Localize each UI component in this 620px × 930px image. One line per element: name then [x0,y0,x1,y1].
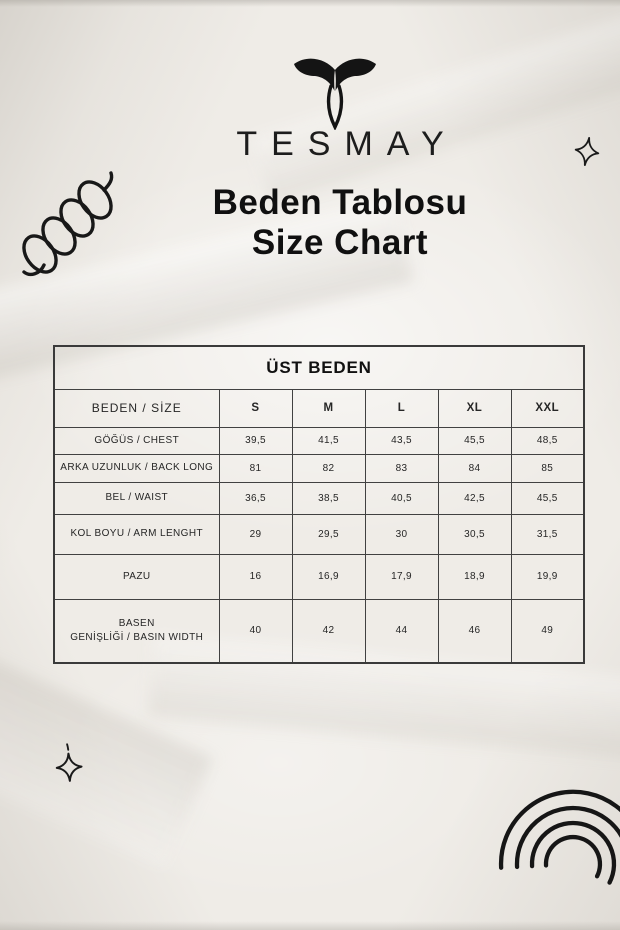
value-cell: 40 [218,598,293,664]
value-cell: 16 [218,553,293,600]
value-cell: 42,5 [437,481,512,515]
table-title-row: ÜST BEDEN [53,345,585,390]
value-cell: 18,9 [437,553,512,600]
value-cell: 45,5 [510,481,585,515]
rainbow-doodle-icon [498,789,620,899]
value-cell: 81 [218,453,293,483]
value-cell: 17,9 [364,553,439,600]
row-label: BEL / WAIST [53,481,220,515]
value-cell: 30 [364,513,439,555]
value-cell: 19,9 [510,553,585,600]
table-row-arm-length: KOL BOYU / ARM LENGHT 29 29,5 30 30,5 31… [53,513,585,555]
value-cell: 41,5 [291,426,366,455]
page-title: Beden Tablosu Size Chart [30,183,620,263]
size-header-row: BEDEN / SİZE S M L XL XXL [53,388,585,428]
sparkle-icon [55,743,83,782]
value-cell: 42 [291,598,366,664]
row-label: KOL BOYU / ARM LENGHT [53,513,220,555]
table-row-chest: GÖĞÜS / CHEST 39,5 41,5 43,5 45,5 48,5 [53,426,585,455]
value-cell: 36,5 [218,481,293,515]
title-line-turkish: Beden Tablosu [212,183,468,222]
table-row-basin-width: BASEN GENİŞLİĞİ / BASIN WIDTH 40 42 44 4… [53,598,585,664]
value-cell: 29 [218,513,293,555]
row-label: BASEN GENİŞLİĞİ / BASIN WIDTH [53,598,220,664]
value-cell: 38,5 [291,481,366,515]
table-row-back-long: ARKA UZUNLUK / BACK LONG 81 82 83 84 85 [53,453,585,483]
table-row-waist: BEL / WAIST 36,5 38,5 40,5 42,5 45,5 [53,481,585,515]
value-cell: 43,5 [364,426,439,455]
size-col-l: L [364,388,439,428]
size-col-m: M [291,388,366,428]
title-line-english: Size Chart [251,223,429,262]
value-cell: 84 [437,453,512,483]
value-cell: 83 [364,453,439,483]
value-cell: 45,5 [437,426,512,455]
brand-wordmark: TESMAY [236,125,458,163]
row-label: PAZU [53,553,220,600]
value-cell: 30,5 [437,513,512,555]
value-cell: 29,5 [291,513,366,555]
value-cell: 49 [510,598,585,664]
value-cell: 40,5 [364,481,439,515]
value-cell: 48,5 [510,426,585,455]
row-label: GÖĞÜS / CHEST [53,426,220,455]
table-title: ÜST BEDEN [53,345,585,390]
paper-crease [0,652,214,868]
value-cell: 39,5 [218,426,293,455]
value-cell: 31,5 [510,513,585,555]
value-cell: 46 [437,598,512,664]
value-cell: 44 [364,598,439,664]
value-cell: 85 [510,453,585,483]
size-col-s: S [218,388,293,428]
value-cell: 82 [291,453,366,483]
size-col-xl: XL [437,388,512,428]
table-row-bicep: PAZU 16 16,9 17,9 18,9 19,9 [53,553,585,600]
size-table: ÜST BEDEN BEDEN / SİZE S M L XL XXL GÖĞÜ… [53,345,586,664]
size-col-xxl: XXL [510,388,585,428]
row-label: ARKA UZUNLUK / BACK LONG [53,453,220,483]
tesmay-logo-icon [294,58,376,130]
size-header-label: BEDEN / SİZE [53,388,220,428]
value-cell: 16,9 [291,553,366,600]
